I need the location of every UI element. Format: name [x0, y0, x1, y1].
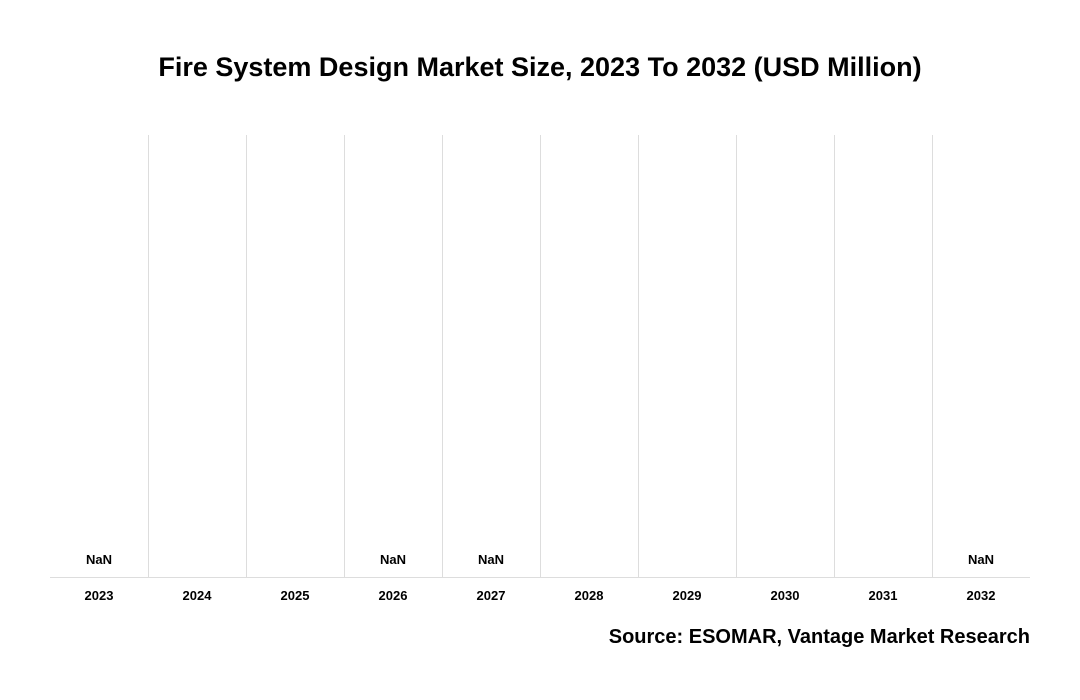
x-axis-label: 2027 — [442, 588, 540, 603]
source-attribution: Source: ESOMAR, Vantage Market Research — [609, 626, 1030, 649]
x-axis-label: 2031 — [834, 588, 932, 603]
value-label: NaN — [932, 552, 1030, 567]
grid-line — [932, 135, 933, 577]
x-axis-label: 2029 — [638, 588, 736, 603]
grid-line — [540, 135, 541, 577]
grid-line — [148, 135, 149, 577]
grid-line — [442, 135, 443, 577]
x-axis-label: 2032 — [932, 588, 1030, 603]
plot-area — [50, 135, 1030, 578]
value-label: NaN — [442, 552, 540, 567]
x-axis-label: 2030 — [736, 588, 834, 603]
value-label — [736, 552, 834, 567]
value-label — [148, 552, 246, 567]
value-label — [540, 552, 638, 567]
grid-line — [638, 135, 639, 577]
x-axis-label: 2028 — [540, 588, 638, 603]
chart-container: Fire System Design Market Size, 2023 To … — [0, 0, 1080, 700]
value-label: NaN — [50, 552, 148, 567]
grid-line — [834, 135, 835, 577]
chart-title: Fire System Design Market Size, 2023 To … — [0, 52, 1080, 83]
grid-line — [344, 135, 345, 577]
x-axis-row: 2023202420252026202720282029203020312032 — [50, 588, 1030, 603]
value-label — [834, 552, 932, 567]
x-axis-label: 2023 — [50, 588, 148, 603]
value-label: NaN — [344, 552, 442, 567]
value-label — [638, 552, 736, 567]
x-axis-label: 2025 — [246, 588, 344, 603]
grid-line — [246, 135, 247, 577]
x-axis-label: 2024 — [148, 588, 246, 603]
value-label-row: NaNNaNNaNNaN — [50, 552, 1030, 567]
grid-line — [736, 135, 737, 577]
x-axis-label: 2026 — [344, 588, 442, 603]
value-label — [246, 552, 344, 567]
